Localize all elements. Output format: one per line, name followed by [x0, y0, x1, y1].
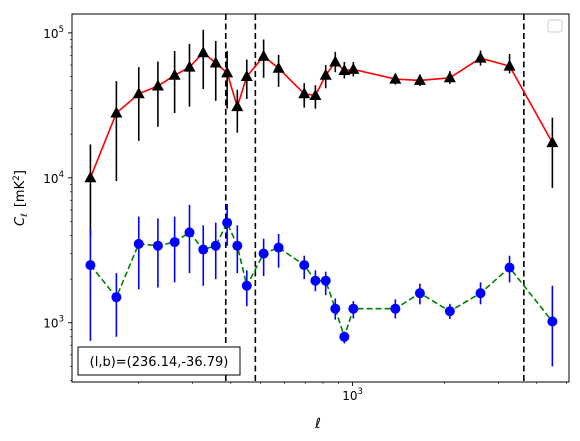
series-1-point	[110, 106, 123, 118]
series-2-point	[444, 306, 455, 317]
y-tick-label: 105	[43, 25, 64, 41]
data-markers	[84, 46, 559, 342]
series-2-point	[152, 240, 163, 251]
series-2-point	[414, 288, 425, 299]
series-2-point	[210, 240, 221, 251]
series-1-point	[209, 56, 222, 68]
plot-frame	[71, 13, 570, 383]
y-axis-label-main: C	[13, 216, 28, 226]
series-2-point	[241, 280, 252, 291]
series-2-point	[348, 303, 359, 314]
series-2-point	[320, 275, 331, 286]
x-axis-title: ℓ	[314, 416, 321, 432]
series-1-point	[257, 49, 270, 61]
series-2-point	[222, 217, 233, 228]
annotation-box: (l,b)=(236.14,-36.79)	[77, 346, 241, 376]
series-2-point	[339, 331, 350, 342]
y-axis-label: Cℓ [mK2]	[12, 170, 30, 226]
y-tick-label: 104	[43, 170, 64, 186]
y-axis-label-unit: [mK	[13, 180, 28, 207]
series-1-point	[183, 60, 196, 72]
series-2-point	[547, 316, 558, 327]
series-1-point	[309, 88, 322, 100]
series-2-point	[475, 288, 486, 299]
x-tick-label: 103	[342, 387, 363, 403]
y-axis-title: Cℓ [mK2]	[12, 170, 30, 226]
series-2-point	[310, 275, 321, 286]
legend-box	[547, 19, 563, 33]
series-2-point	[198, 244, 209, 255]
series-1-point	[240, 70, 253, 82]
axis-ticks: 103 104 105 103	[43, 25, 567, 403]
series-1-point	[319, 68, 332, 80]
series-1-point	[221, 66, 234, 78]
annotation-text: (l,b)=(236.14,-36.79)	[90, 355, 229, 370]
series-1-point	[168, 68, 181, 80]
series-2-point	[299, 260, 310, 271]
series-2-point	[184, 227, 195, 238]
series-2-point	[390, 303, 401, 314]
series-1-point	[413, 73, 426, 85]
series-1-point	[503, 59, 516, 71]
x-axis-label: ℓ	[314, 416, 321, 432]
y-axis-label-sub: ℓ	[20, 213, 30, 218]
series-1-point	[546, 136, 559, 148]
series-1-point	[443, 71, 456, 83]
series-2-point	[504, 262, 515, 273]
series-1-point	[338, 64, 351, 76]
series-2-point	[258, 248, 269, 259]
series-1-point	[272, 61, 285, 73]
y-tick-label: 103	[43, 315, 64, 331]
series-1-point	[389, 72, 402, 84]
series-1-point	[132, 87, 145, 99]
series-1-point	[298, 87, 311, 99]
series-1-point	[231, 100, 244, 112]
series-1-point	[84, 171, 97, 183]
series-1-point	[329, 55, 342, 67]
y-axis-label-unit-sup: 2	[12, 175, 22, 181]
plot-background	[72, 14, 569, 382]
annotation-frame	[77, 346, 241, 376]
series-1-point	[151, 79, 164, 91]
series-1-point	[347, 62, 360, 74]
series-2-point	[111, 292, 122, 303]
series-1-point	[474, 51, 487, 63]
series-2-point	[232, 240, 243, 251]
series-2-point	[273, 242, 284, 253]
series-2-point	[133, 238, 144, 249]
series-2-point	[85, 260, 96, 271]
series-2-point	[330, 303, 341, 314]
series-1-point	[197, 46, 210, 58]
y-axis-label-unit-end: ]	[13, 170, 28, 175]
series-2-point	[169, 237, 180, 248]
